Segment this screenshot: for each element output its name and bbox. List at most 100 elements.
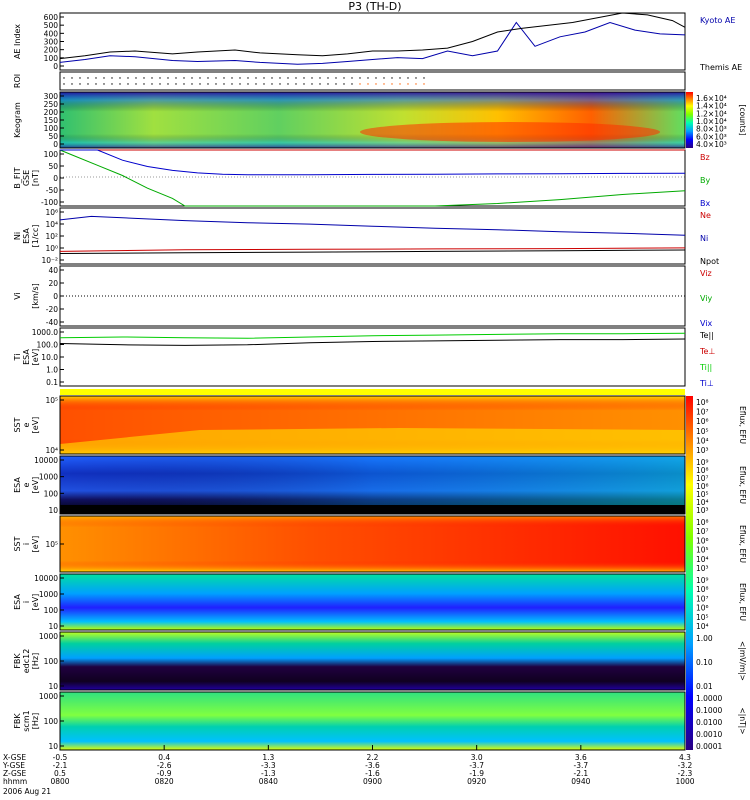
roi-dot bbox=[191, 83, 193, 85]
roi-dot bbox=[119, 77, 121, 79]
colorbar-label-fbk_e: 1.00 bbox=[696, 634, 713, 643]
panel-fbk_b: FBK scm1 [Hz] 10 100 1000 1.0000 0.1000 0.0100 0.… bbox=[13, 691, 747, 751]
roi-dot bbox=[263, 77, 265, 79]
xaxis-row-label: Y-GSE bbox=[2, 761, 25, 770]
esa-e-black-band bbox=[60, 505, 685, 514]
roi-dot bbox=[351, 83, 353, 85]
roi-dot bbox=[87, 83, 89, 85]
roi-dot bbox=[111, 77, 113, 79]
fbk-b-image bbox=[60, 692, 685, 750]
ytick-label-ti: 1000.0 bbox=[32, 328, 58, 337]
roi-dot bbox=[207, 77, 209, 79]
colorbar-title-esa_e: Eflux, EFU bbox=[738, 466, 747, 504]
series-line-ae-0 bbox=[59, 21, 686, 65]
ytick-label-vi: -20 bbox=[46, 305, 58, 314]
roi-dot bbox=[191, 77, 193, 79]
roi-dot bbox=[215, 77, 217, 79]
keogram-hotspot bbox=[360, 122, 660, 142]
ytick-label-ae: 100 bbox=[44, 54, 59, 63]
ylabel-units-vi: [km/s] bbox=[31, 283, 40, 309]
ytick-label-fbk_e: 100 bbox=[44, 657, 59, 666]
colorbar-label-esa_i: 10⁷ bbox=[696, 594, 709, 603]
colorbar-label-sst_i: 10⁶ bbox=[696, 536, 709, 545]
ylabel-ni: Ni bbox=[13, 232, 22, 240]
ytick-label-bfit: -50 bbox=[46, 186, 58, 195]
ylabel-ae: AE Index bbox=[13, 24, 22, 59]
colorbar-label-keogram: 8.0×10³ bbox=[696, 125, 727, 134]
roi-dot bbox=[143, 83, 145, 85]
roi-dot bbox=[319, 77, 321, 79]
ytick-label-vi: 0 bbox=[53, 292, 58, 301]
roi-dot bbox=[383, 77, 385, 79]
ytick-label-vi: 40 bbox=[48, 266, 58, 275]
colorbar-label-sst_i: 10⁸ bbox=[696, 518, 709, 527]
roi-dot bbox=[183, 77, 185, 79]
xtick-z: -1.6 bbox=[365, 769, 380, 778]
xtick-x: 3.6 bbox=[575, 753, 587, 762]
roi-dot bbox=[343, 83, 345, 85]
ylabel-units-esa_i: [eV] bbox=[31, 594, 40, 611]
series-line-ti-2 bbox=[59, 332, 686, 339]
roi-dot bbox=[231, 77, 233, 79]
colorbar-label-sst_e: 10⁶ bbox=[696, 417, 709, 426]
xtick-y: -3.6 bbox=[365, 761, 380, 770]
ylabel-sub-fbk_e: edc12 bbox=[22, 649, 31, 674]
colorbar-label-esa_e: 10⁴ bbox=[696, 498, 709, 507]
ylabel-units-fbk_b: [Hz] bbox=[31, 713, 40, 729]
keogram-colorbar bbox=[686, 92, 693, 148]
roi-dot bbox=[231, 83, 233, 85]
roi-dot bbox=[79, 83, 81, 85]
roi-dot bbox=[71, 83, 73, 85]
series-line-bfit-1 bbox=[59, 149, 686, 207]
roi-dot bbox=[335, 83, 337, 85]
panel-fbk_e: FBK edc12 [Hz] 10 100 1000 1.00 0.10 0.01 <|mV/m|… bbox=[13, 631, 747, 691]
roi-dot bbox=[367, 83, 369, 85]
roi-dot bbox=[423, 83, 425, 85]
roi-dot bbox=[319, 83, 321, 85]
colorbar-label-fbk_b: 0.0010 bbox=[696, 730, 722, 739]
panel-frame-ni bbox=[59, 207, 686, 265]
ytick-label-ae: 0 bbox=[53, 62, 58, 71]
panel-vi: Vi [km/s] -40 -20 0 20 40 Viz Viy Vix bbox=[13, 265, 713, 328]
ytick-label-esa_i: 10000 bbox=[34, 574, 58, 583]
roi-dot bbox=[143, 77, 145, 79]
chart-title: P3 (TH-D) bbox=[348, 0, 401, 13]
xtick-z: -1.9 bbox=[469, 769, 484, 778]
colorbar-label-esa_i: 10⁸ bbox=[696, 585, 709, 594]
roi-dot bbox=[279, 77, 281, 79]
roi-dot bbox=[175, 83, 177, 85]
colorbar-label-esa_e: 10⁶ bbox=[696, 482, 709, 491]
ytick-label-bfit: 50 bbox=[48, 162, 58, 171]
colorbar-title-sst_i: Eflux, EFU bbox=[738, 525, 747, 563]
ytick-label-esa_e: 10 bbox=[48, 506, 58, 515]
panel-bfit: B_FIT GSE [nT] -100 -50 0 50 100 Bz By Bx bbox=[13, 149, 710, 208]
fbk-e-image bbox=[60, 632, 685, 690]
ytick-label-keogram: 200 bbox=[44, 108, 59, 117]
colorbar-title-keogram: [counts] bbox=[738, 105, 747, 136]
ylabel-sst_i: SST bbox=[13, 536, 22, 551]
ylabel-keogram: Keogram bbox=[13, 102, 22, 138]
roi-dot bbox=[79, 77, 81, 79]
roi-dot bbox=[111, 83, 113, 85]
colorbar-label-keogram: 1.0×10⁴ bbox=[696, 117, 727, 126]
roi-dot bbox=[351, 77, 353, 79]
panel-roi: ROI bbox=[13, 71, 686, 91]
sst-e-yellow-band bbox=[60, 428, 685, 454]
roi-dot bbox=[207, 83, 209, 85]
ytick-label-vi: -40 bbox=[46, 318, 58, 327]
roi-dot bbox=[239, 83, 241, 85]
colorbar-title-fbk_e: <|mV/m|> bbox=[738, 641, 747, 681]
colorbar-label-fbk_b: 1.0000 bbox=[696, 694, 722, 703]
roi-dot bbox=[359, 77, 361, 79]
ytick-label-ae: 600 bbox=[44, 13, 59, 22]
legend-ni-1: Ni bbox=[700, 234, 708, 243]
colorbar-label-keogram: 4.0×10³ bbox=[696, 140, 727, 149]
ylabel-fbk_e: FBK bbox=[13, 653, 22, 669]
legend-ti-0: Te|| bbox=[699, 331, 714, 340]
roi-dot bbox=[367, 77, 369, 79]
roi-dot bbox=[199, 77, 201, 79]
roi-dot bbox=[295, 77, 297, 79]
ylabel-sub-esa_i: i bbox=[22, 601, 31, 603]
